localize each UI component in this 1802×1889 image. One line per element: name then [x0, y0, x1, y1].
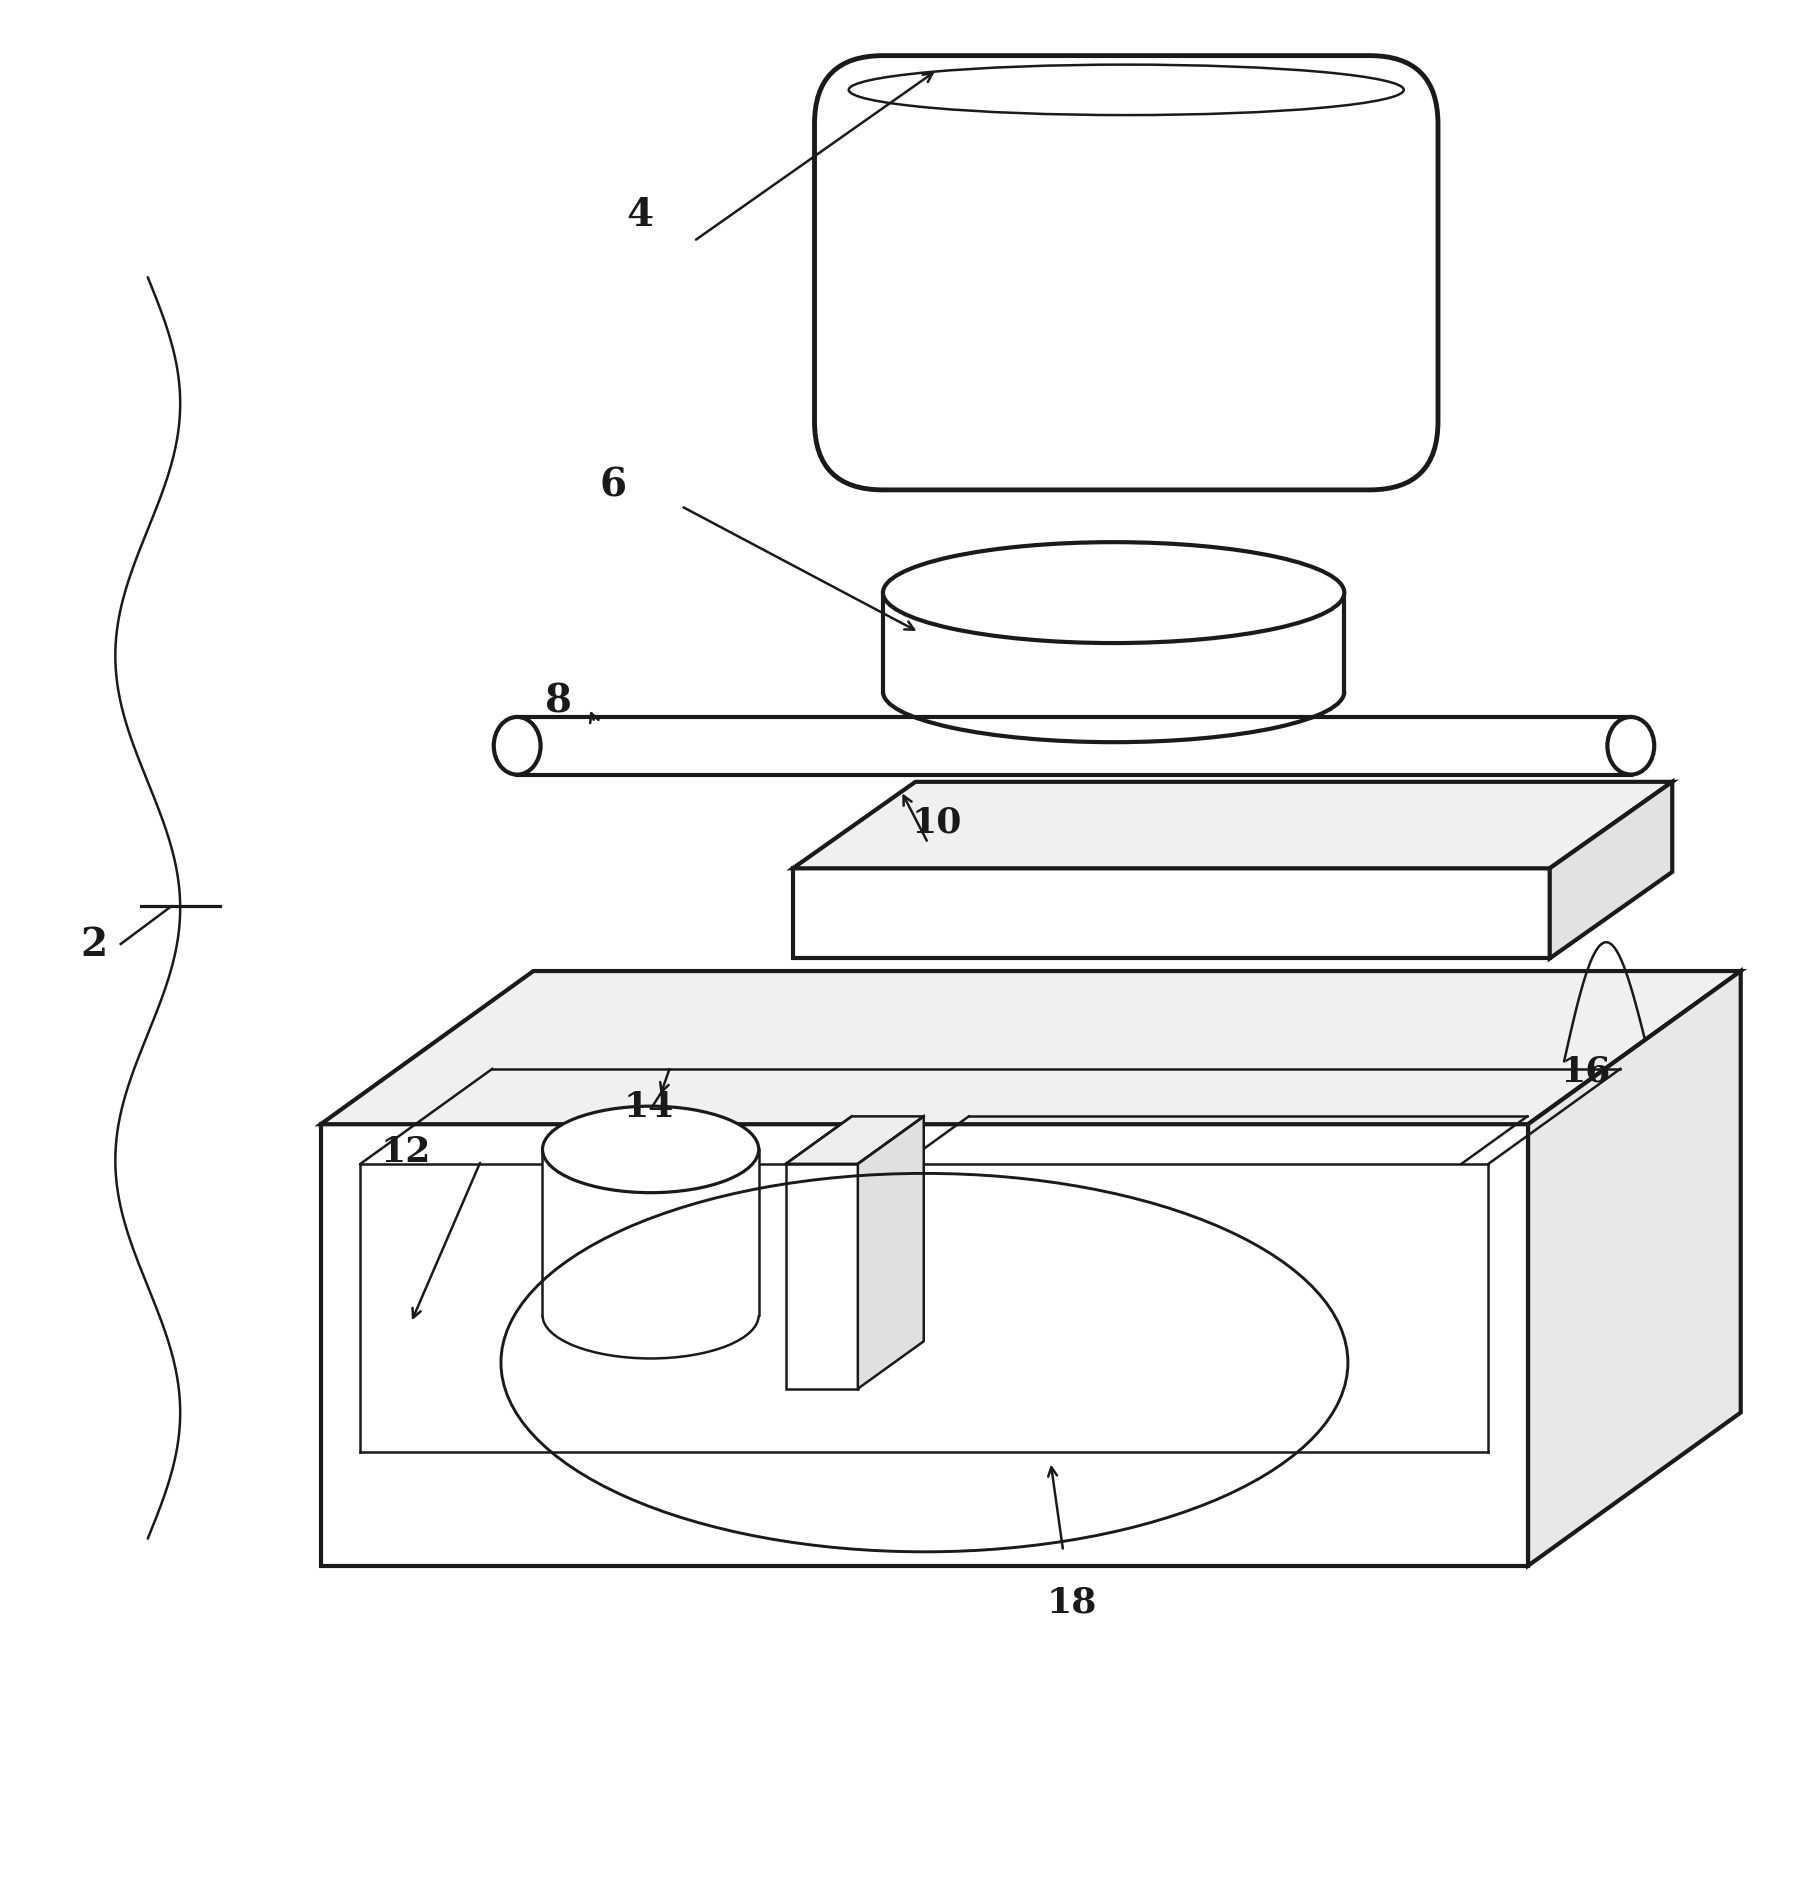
Polygon shape: [786, 1164, 858, 1388]
Ellipse shape: [849, 66, 1404, 115]
Polygon shape: [786, 1116, 924, 1164]
Ellipse shape: [494, 718, 541, 774]
Text: 10: 10: [912, 805, 962, 839]
Text: 8: 8: [546, 682, 571, 720]
Polygon shape: [883, 593, 1344, 693]
Polygon shape: [1528, 971, 1741, 1566]
Ellipse shape: [883, 542, 1344, 644]
Polygon shape: [1550, 782, 1672, 960]
Text: 12: 12: [380, 1135, 431, 1169]
Polygon shape: [517, 718, 1631, 774]
FancyBboxPatch shape: [815, 57, 1438, 491]
Ellipse shape: [542, 1107, 759, 1194]
Text: 14: 14: [623, 1090, 674, 1124]
Polygon shape: [858, 1116, 924, 1388]
Text: 16: 16: [1561, 1054, 1611, 1088]
Polygon shape: [542, 1150, 759, 1315]
Polygon shape: [321, 971, 1741, 1124]
Polygon shape: [793, 782, 1672, 869]
Text: 6: 6: [598, 467, 627, 504]
Text: 18: 18: [1047, 1585, 1097, 1619]
Polygon shape: [793, 869, 1550, 960]
Polygon shape: [321, 1124, 1528, 1566]
Text: 4: 4: [625, 196, 654, 234]
Text: 2: 2: [79, 926, 108, 963]
